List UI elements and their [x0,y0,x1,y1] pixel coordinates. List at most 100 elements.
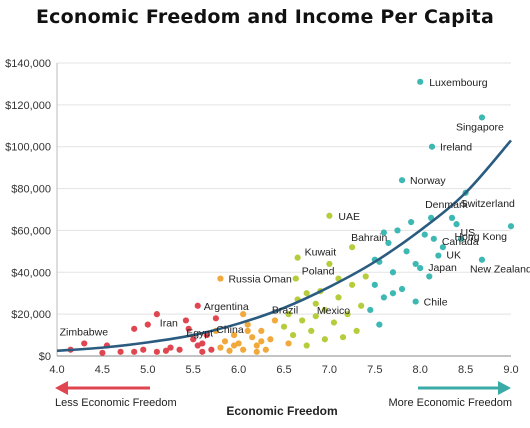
data-point [371,281,378,288]
data-point [349,281,356,288]
data-point-labeled [194,302,201,309]
data-point [167,344,174,351]
data-point [389,290,397,297]
data-point [385,239,392,247]
data-point [240,311,247,318]
data-point [389,269,397,276]
data-point [131,348,138,355]
data-point [249,334,256,341]
axes [56,63,511,357]
point-label: Singapore [456,121,504,133]
data-point [408,218,415,226]
data-point [321,336,328,343]
point-label: New Zealand [470,264,530,276]
data-point [326,260,333,268]
data-point [299,317,306,324]
data-point-labeled [417,78,424,85]
data-point [448,214,456,221]
data-point [185,325,192,332]
data-point [412,260,419,268]
data-point [353,327,360,334]
x-tick-label: 7.0 [322,364,337,376]
data-point [258,327,265,334]
data-point [367,306,374,314]
data-point [226,347,233,354]
data-point-labeled [478,256,486,263]
x-tick-label: 6.5 [276,364,291,376]
data-point [162,347,170,354]
point-label: US [461,227,476,239]
point-label: Russia [228,274,260,286]
data-point-labeled [271,317,279,324]
data-point [426,273,433,280]
right-arrow-head [498,381,511,395]
y-tick-label: $0 [39,351,51,363]
data-point [240,346,247,353]
data-point-labeled [435,252,442,259]
data-point [131,325,138,332]
data-point [439,244,446,251]
point-label: Denmark [425,199,468,211]
point-label: Luxembourg [429,77,488,89]
data-point [176,346,183,353]
data-point [403,248,410,255]
x-tick-label: 8.0 [413,364,428,376]
chart-title: Economic Freedom and Income Per Capita [36,6,494,28]
point-label: Zimbabwe [60,327,109,339]
left-arrow-head [55,381,68,395]
data-point [398,285,406,293]
point-label: Chile [424,297,448,309]
data-point [339,334,347,341]
data-point-labeled [321,306,328,314]
data-point-labeled [398,177,406,184]
data-point [344,311,351,318]
x-tick-label: 9.0 [503,364,518,376]
data-point [457,235,465,242]
x-tick-label: 5.5 [186,364,201,376]
data-point [230,331,238,339]
data-point [140,346,147,353]
x-tick-label: 4.5 [95,364,110,376]
point-label: Brazil [272,304,298,316]
data-point [199,348,206,355]
data-point [153,311,160,318]
trend-line [56,139,512,353]
x-tick-label: 8.5 [458,364,473,376]
grid-lines [57,62,511,315]
point-label: Hong Kong [454,231,507,243]
data-point [330,319,338,326]
x-tick-label: 6.0 [231,364,246,376]
data-point [208,346,215,353]
data-point-labeled [190,336,197,343]
data-point [253,342,260,349]
data-point [199,340,206,347]
data-point [262,346,269,353]
data-point-labeled [428,143,436,150]
point-label: Iran [160,318,178,330]
data-point [380,229,387,236]
point-label: Bahrain [351,232,387,244]
data-point [280,323,288,330]
data-point [335,294,342,301]
data-point-labeled [244,327,251,334]
trend-line-group [56,139,512,353]
point-label: UK [446,250,461,262]
data-point [285,340,292,347]
point-label: Oman [263,274,292,286]
data-point [267,336,274,343]
data-point-labeled [412,298,419,305]
point-label: Ireland [440,142,472,154]
data-point-labeled [478,114,486,121]
more-freedom-label: More Economic Freedom [389,397,513,409]
data-point [303,342,310,349]
data-point [230,342,238,349]
point-label: Argentina [204,301,249,313]
data-point [212,315,219,322]
data-point-labeled [453,221,460,228]
data-point [312,313,319,320]
point-label: Norway [410,175,446,187]
x-axis-title: Economic Freedom [226,404,337,418]
point-label: Japan [428,262,457,274]
freedom-arrows [55,381,511,395]
